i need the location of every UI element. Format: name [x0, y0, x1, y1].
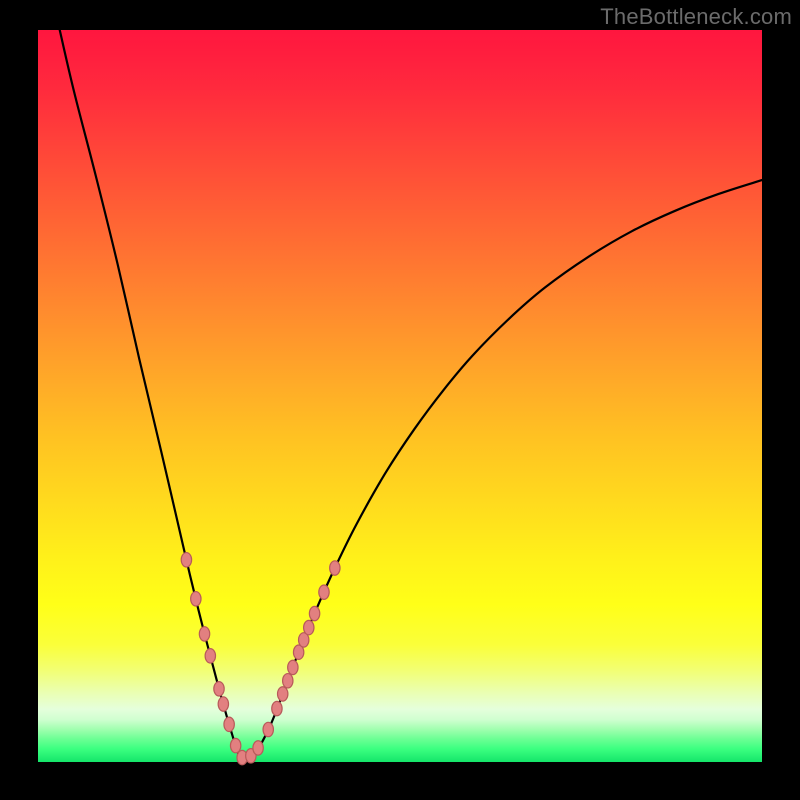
curve-marker	[278, 687, 288, 701]
chart-svg	[0, 0, 800, 800]
curve-marker	[319, 585, 329, 599]
curve-marker	[230, 738, 240, 752]
curve-marker	[191, 592, 201, 606]
curve-marker	[214, 682, 224, 696]
curve-marker	[272, 701, 282, 715]
curve-marker	[199, 627, 209, 641]
curve-marker	[205, 649, 215, 663]
curve-marker	[309, 606, 319, 620]
plot-background	[38, 30, 762, 762]
curve-marker	[253, 741, 263, 755]
curve-marker	[263, 722, 273, 736]
watermark-text: TheBottleneck.com	[600, 4, 792, 30]
curve-marker	[283, 674, 293, 688]
curve-marker	[181, 553, 191, 567]
curve-marker	[288, 660, 298, 674]
curve-marker	[218, 697, 228, 711]
chart-container: { "canvas": { "width": 800, "height": 80…	[0, 0, 800, 800]
curve-marker	[224, 717, 234, 731]
curve-marker	[304, 620, 314, 634]
curve-marker	[330, 561, 340, 575]
